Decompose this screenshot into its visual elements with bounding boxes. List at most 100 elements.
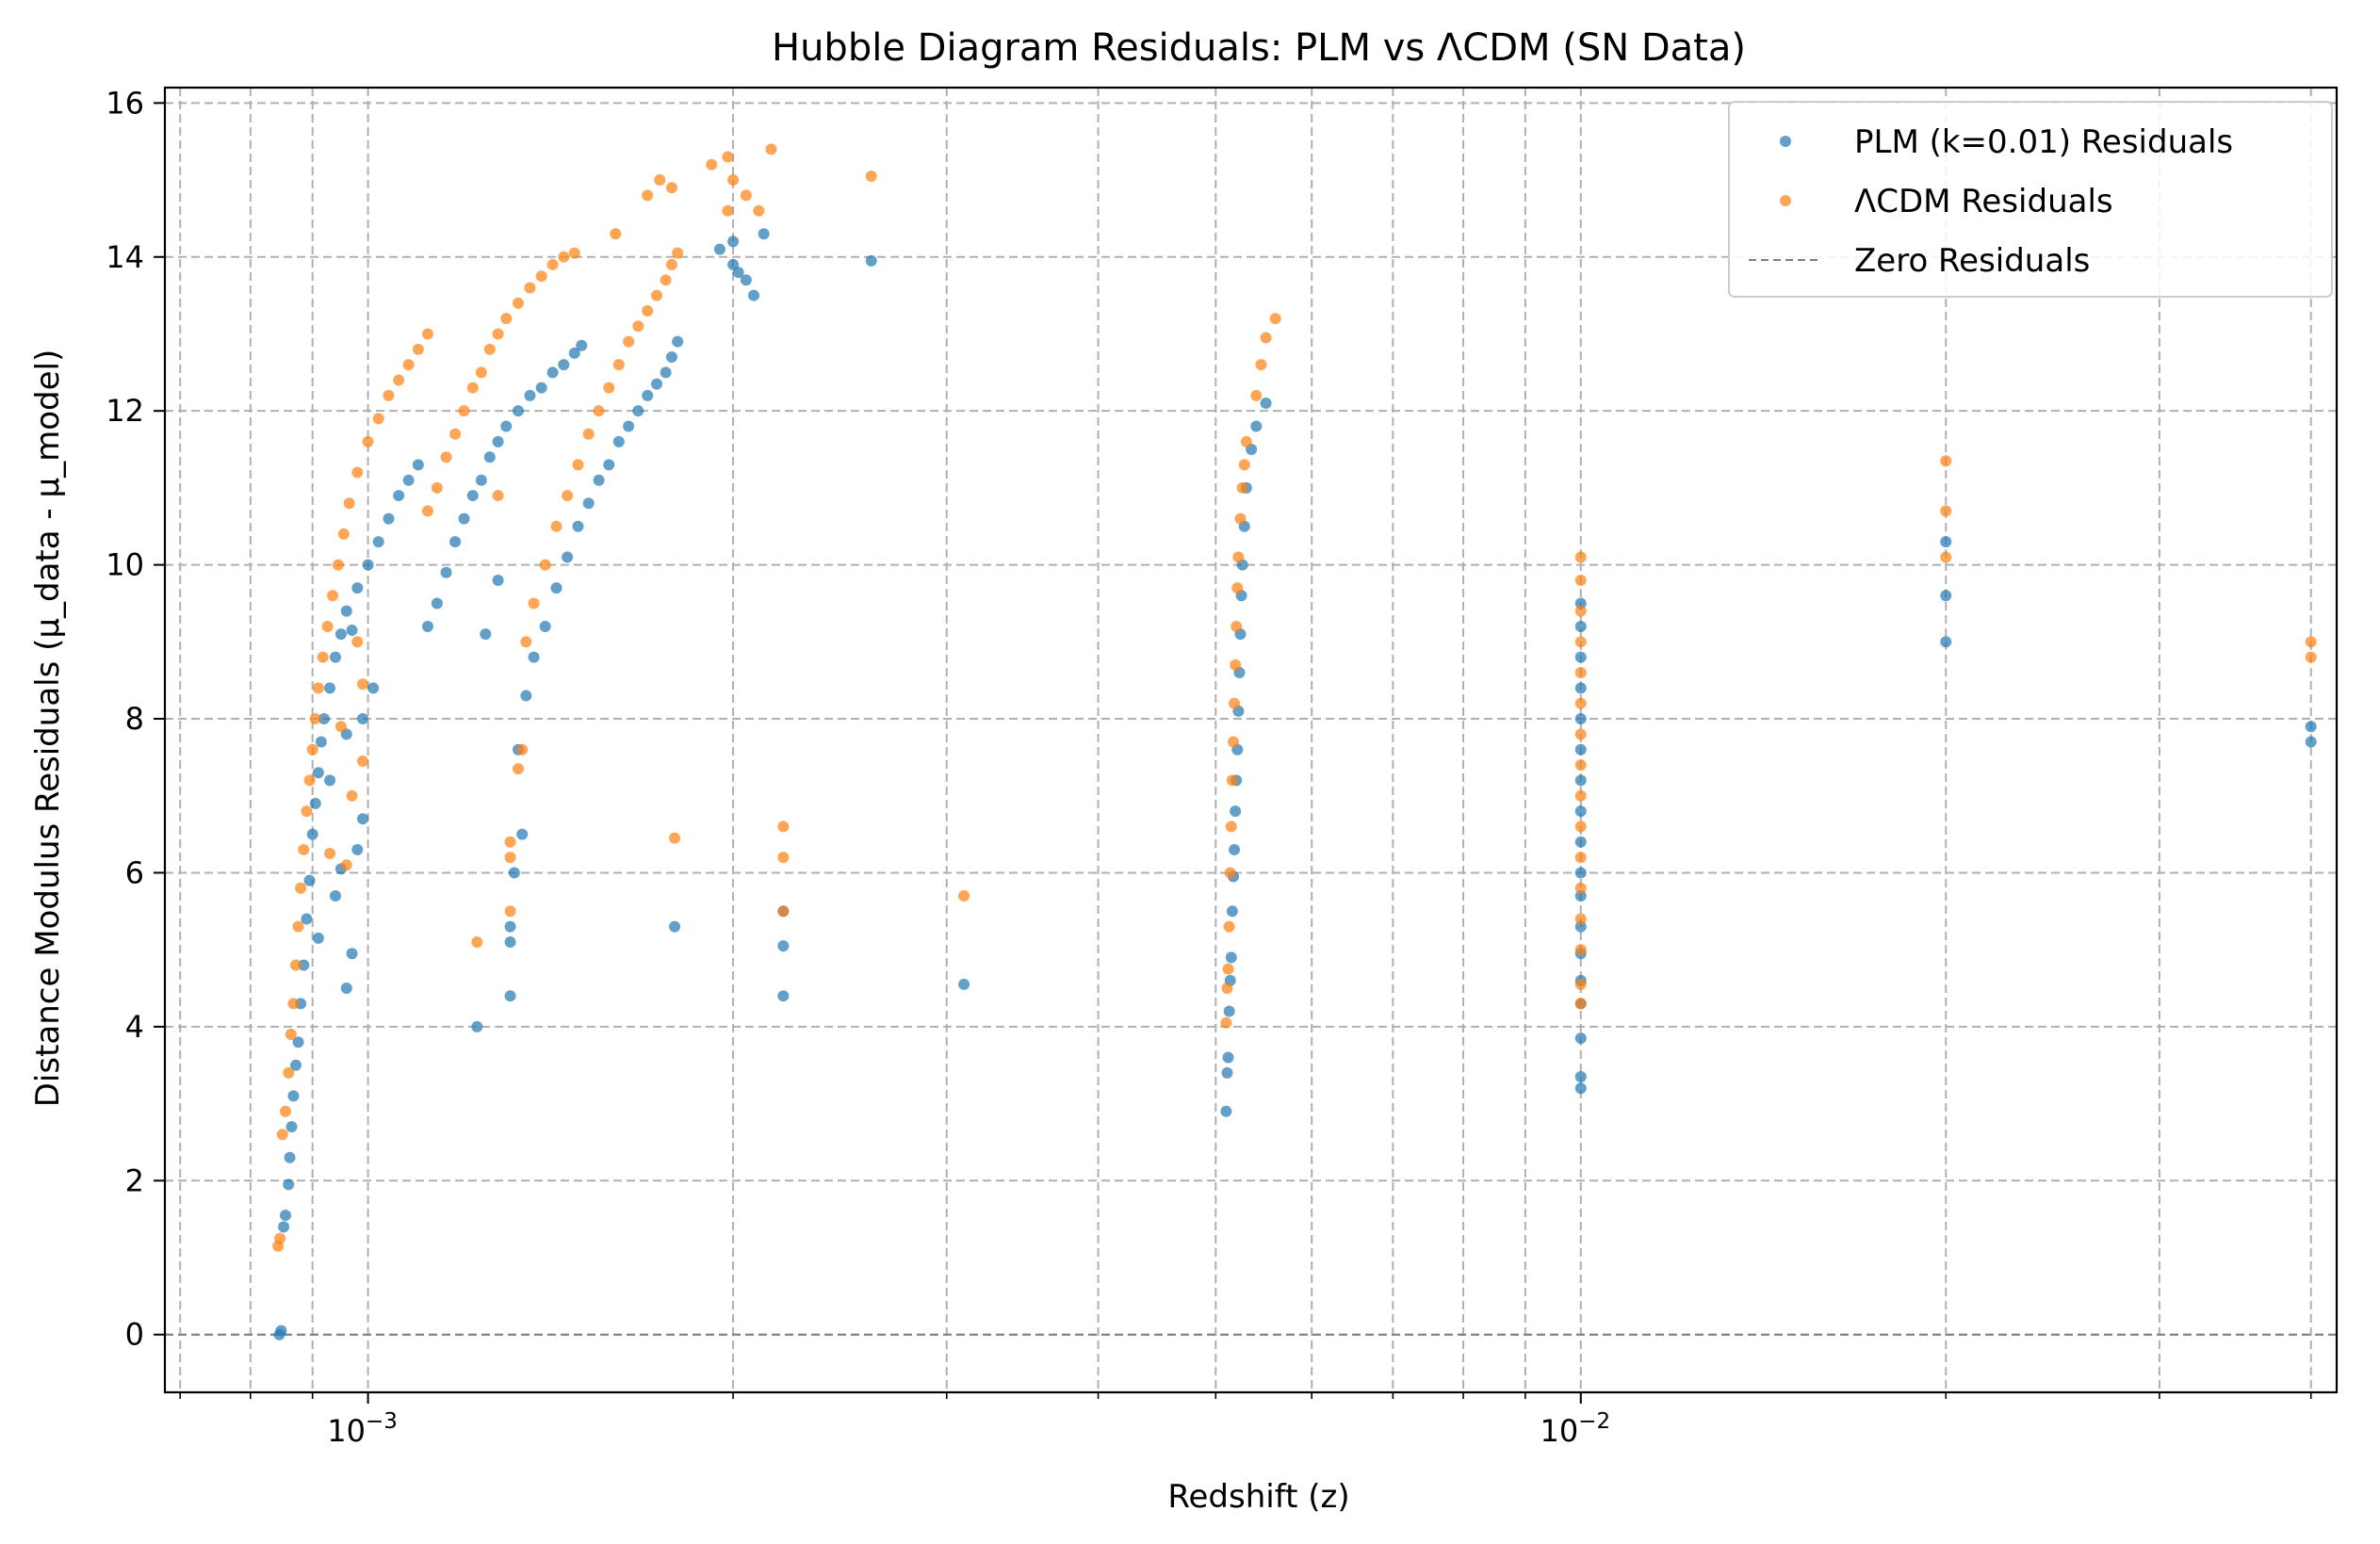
plm-point [285, 1121, 298, 1133]
lcdm-point [672, 247, 684, 259]
lcdm-point [777, 905, 790, 918]
plm-point [672, 335, 684, 348]
lcdm-point [1234, 512, 1247, 525]
plm-point [340, 983, 352, 995]
y-tick-label: 14 [106, 239, 144, 275]
plm-point [1574, 774, 1587, 787]
lcdm-point [372, 413, 384, 425]
lcdm-point [582, 428, 595, 440]
lcdm-point [539, 559, 551, 571]
plm-point [372, 536, 384, 548]
plm-point [660, 366, 672, 379]
lcdm-point [1227, 736, 1239, 748]
lcdm-point [290, 959, 302, 971]
plm-point [1222, 1051, 1234, 1064]
lcdm-point [558, 251, 570, 263]
plm-point [312, 932, 324, 944]
plm-point [1574, 713, 1587, 725]
plm-point [362, 559, 374, 571]
lcdm-point [298, 843, 310, 855]
plm-point [421, 620, 433, 632]
lcdm-point [402, 359, 415, 371]
lcdm-point [1221, 983, 1233, 995]
legend-label-lcdm: ΛCDM Residuals [1854, 183, 2113, 220]
plm-point [492, 574, 504, 586]
lcdm-point [412, 343, 424, 355]
lcdm-point [1574, 759, 1587, 772]
y-axis-label: Distance Modulus Residuals (μ_data - μ_m… [29, 349, 67, 1108]
lcdm-point [740, 189, 752, 202]
lcdm-point [1232, 551, 1245, 563]
plm-point [1220, 1105, 1232, 1117]
lcdm-point [492, 328, 504, 340]
y-tick-label: 10 [106, 547, 144, 583]
lcdm-point [1574, 998, 1587, 1010]
plm-point [290, 1059, 302, 1071]
x-axis-label: Redshift (z) [1167, 1478, 1349, 1516]
lcdm-point [650, 289, 662, 301]
lcdm-point [383, 389, 395, 401]
plm-point [393, 490, 405, 502]
y-tick-label: 6 [125, 854, 144, 890]
lcdm-point [492, 490, 504, 502]
lcdm-point [1574, 913, 1587, 925]
lcdm-point [1223, 920, 1235, 933]
plm-point [292, 1036, 304, 1048]
plm-point [727, 236, 740, 248]
lcdm-point [1260, 332, 1272, 344]
plm-point [1574, 682, 1587, 694]
plm-point [747, 289, 759, 301]
lcdm-point [623, 335, 635, 348]
plm-point [865, 254, 877, 267]
lcdm-point [632, 320, 644, 333]
lcdm-point [1940, 455, 1952, 467]
legend-label-zero: Zero Residuals [1854, 242, 2090, 280]
lcdm-point [1231, 620, 1243, 632]
lcdm-point [283, 1066, 295, 1079]
lcdm-point [513, 763, 525, 775]
plm-point [1574, 1032, 1587, 1045]
plm-point [1940, 536, 1952, 548]
plm-point [612, 435, 625, 447]
y-tick-label: 12 [106, 393, 144, 429]
lcdm-point [528, 597, 540, 609]
lcdm-point [1574, 852, 1587, 864]
lcdm-point [513, 297, 525, 309]
lcdm-point [1226, 774, 1238, 787]
lcdm-point [421, 505, 433, 517]
plm-point [356, 713, 368, 725]
plm-point [283, 1178, 295, 1191]
plm-point [431, 597, 443, 609]
plm-point [2305, 736, 2317, 748]
lcdm-point [287, 998, 300, 1010]
lcdm-point [1231, 582, 1244, 594]
lcdm-point [449, 428, 462, 440]
plm-point [732, 267, 744, 279]
plm-point [284, 1151, 296, 1163]
plm-point [1574, 805, 1587, 818]
lcdm-point [332, 559, 344, 571]
lcdm-point [1574, 605, 1587, 617]
lcdm-point [1240, 435, 1252, 447]
lcdm-point [393, 374, 405, 386]
lcdm-point [351, 636, 364, 648]
plm-point [301, 913, 313, 925]
plm-point [520, 690, 532, 702]
plm-point [492, 435, 504, 447]
lcdm-point [421, 328, 433, 340]
lcdm-point [440, 451, 452, 463]
lcdm-point [362, 435, 374, 447]
lcdm-point [1574, 574, 1587, 586]
lcdm-point [665, 258, 677, 270]
lcdm-point [777, 821, 790, 833]
lcdm-point [727, 174, 740, 187]
plm-point [513, 405, 525, 417]
plm-point [330, 889, 342, 902]
plm-point [528, 651, 540, 663]
lcdm-point [1236, 481, 1248, 494]
plm-point [777, 990, 790, 1002]
plm-point [713, 243, 725, 255]
lcdm-point [276, 1129, 288, 1141]
plm-point [1574, 651, 1587, 663]
plm-point [562, 551, 574, 563]
